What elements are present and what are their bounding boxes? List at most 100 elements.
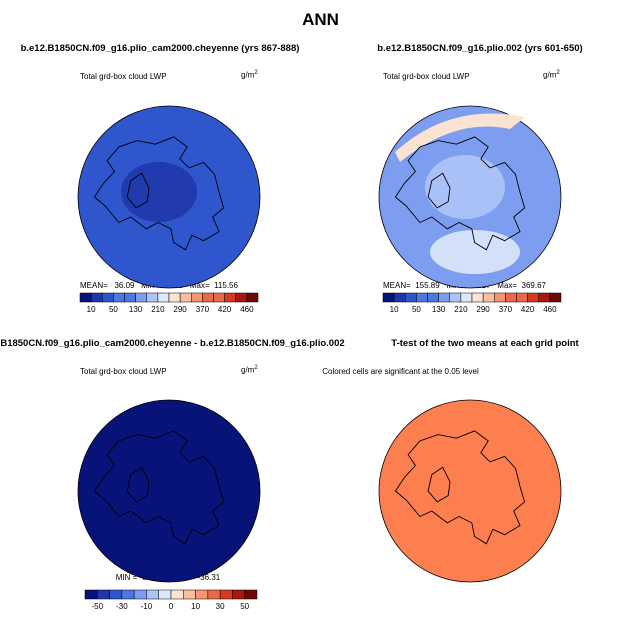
panel-2-title: b.e12.B1850CN.f09_g16.plio.002 (yrs 601-… [377, 43, 583, 54]
colorbar-panel-2: 10 50 130 210 290 370 420 460 [382, 292, 562, 314]
colorbar-panel-1-box [79, 292, 92, 303]
colorbar-panel-1-box [135, 292, 148, 303]
colorbar-panel-2-tick-label: 210 [454, 305, 468, 314]
colorbar-panel-3-box [84, 589, 98, 600]
colorbar-panel-1-tick-label: 420 [218, 305, 232, 314]
coastline-3 [93, 430, 225, 545]
colorbar-panel-1-tick-label: 290 [173, 305, 187, 314]
colorbar-panel-3-box [219, 589, 233, 600]
panel-3-variable: Total grd-box cloud LWP [80, 367, 167, 376]
colorbar-panel-1-box [191, 292, 203, 303]
coastline-1 [93, 136, 225, 251]
colorbar-panel-2-tick-label: 420 [521, 305, 535, 314]
greenland-outline-3 [126, 466, 150, 503]
colorbar-panel-3-tick-label: -10 [141, 602, 153, 611]
colorbar-panel-3-box [133, 589, 147, 600]
panel-1-title: b.e12.B1850CN.f09_g16.plio_cam2000.cheye… [20, 43, 300, 54]
colorbar-panel-3-box [183, 589, 196, 600]
colorbar-panel-1-box [213, 292, 225, 303]
map-panel-4 [378, 399, 562, 583]
colorbar-panel-1-box [179, 292, 192, 303]
panel-3-title: B1850CN.f09_g16.plio_cam2000.cheyenne - … [0, 338, 345, 349]
panel-4-variable: Colored cells are significant at the 0.0… [322, 367, 479, 376]
page-title: ANN [302, 10, 339, 29]
colorbar-panel-1-tick-label: 460 [240, 305, 254, 314]
colorbar-panel-3-box [232, 589, 245, 600]
colorbar-panel-2-box [494, 292, 506, 303]
colorbar-panel-2-tick-label: 460 [543, 305, 557, 314]
colorbar-panel-3-box [195, 589, 209, 600]
colorbar-panel-2-box [505, 292, 517, 303]
map-panel-2 [378, 105, 562, 289]
colorbar-panel-1-box [157, 292, 170, 303]
colorbar-panel-3-tick-label: 10 [191, 602, 200, 611]
colorbar-panel-2-box [427, 292, 439, 303]
colorbar-panel-1-box [168, 292, 181, 303]
colorbar-panel-2-tick-label: 130 [432, 305, 446, 314]
panel-3-units: g/m2 [241, 365, 258, 375]
colorbar-panel-3-box [146, 589, 159, 600]
colorbar-panel-1-box [102, 292, 114, 303]
map-disk-3 [77, 399, 261, 583]
colorbar-panel-1-tick-label: 370 [196, 305, 210, 314]
colorbar-panel-2-box [416, 292, 428, 303]
colorbar-panel-3-tick-label: 0 [169, 602, 174, 611]
colorbar-panel-1-tick-label: 50 [109, 305, 118, 314]
map-panel-3 [77, 399, 261, 583]
colorbar-panel-3: -50 -30 -10 0 10 30 50 [84, 589, 258, 611]
colorbar-panel-3-tick-label: -30 [116, 602, 128, 611]
colorbar-panel-1-box [146, 292, 159, 303]
colorbar-panel-1-tick-label: 210 [151, 305, 165, 314]
colorbar-panel-3-box [207, 589, 221, 600]
colorbar-panel-2-tick-label: 370 [499, 305, 513, 314]
colorbar-panel-1-tick-label: 130 [129, 305, 143, 314]
map-disk-4 [378, 399, 562, 583]
colorbar-panel-2-box [549, 292, 562, 303]
colorbar-panel-1-box [124, 292, 136, 303]
panel-2-units: g/m2 [543, 70, 560, 80]
colorbar-panel-1-box [246, 292, 259, 303]
colorbar-panel-2-tick-label: 10 [390, 305, 399, 314]
colorbar-panel-2-box [482, 292, 495, 303]
coastline-2 [394, 136, 526, 251]
colorbar-panel-3-box [244, 589, 258, 600]
colorbar-panel-3-box [158, 589, 172, 600]
coastline-4 [394, 430, 526, 545]
colorbar-panel-3-box [109, 589, 123, 600]
map-panel-1 [77, 105, 261, 289]
colorbar-panel-3-box [97, 589, 110, 600]
colorbar-panel-3-tick-label: 50 [240, 602, 249, 611]
panel-4-title: T-test of the two means at each grid poi… [391, 338, 579, 349]
colorbar-panel-2-box [438, 292, 451, 303]
colorbar-panel-2-box [460, 292, 473, 303]
colorbar-panel-1: 10 50 130 210 290 370 420 460 [79, 292, 259, 314]
greenland-outline-2 [427, 172, 451, 209]
greenland-outline-1 [126, 172, 150, 209]
colorbar-panel-3-box [121, 589, 135, 600]
colorbar-panel-2-box [527, 292, 540, 303]
colorbar-panel-1-box [113, 292, 125, 303]
colorbar-panel-1-box [235, 292, 248, 303]
colorbar-panel-1-tick-label: 10 [87, 305, 96, 314]
colorbar-panel-2-box [471, 292, 484, 303]
colorbar-panel-2-box [382, 292, 395, 303]
colorbar-panel-2-box [405, 292, 417, 303]
light-lwp-region [430, 230, 520, 274]
colorbar-panel-2-tick-label: 290 [476, 305, 490, 314]
colorbar-panel-2-box [449, 292, 462, 303]
panel-1-variable: Total grd-box cloud LWP [80, 72, 167, 81]
colorbar-panel-1-box [224, 292, 237, 303]
colorbar-panel-2-box [538, 292, 551, 303]
colorbar-panel-1-box [90, 292, 103, 303]
mid-lwp-region [425, 155, 505, 219]
colorbar-panel-2-box [516, 292, 528, 303]
panel-1-units: g/m2 [241, 70, 258, 80]
colorbar-panel-2-box [393, 292, 406, 303]
colorbar-panel-3-tick-label: -50 [92, 602, 104, 611]
colorbar-panel-3-box [170, 589, 184, 600]
colorbar-panel-3-tick-label: 30 [216, 602, 225, 611]
high-lwp-band [395, 113, 525, 162]
greenland-outline-4 [427, 466, 451, 503]
colorbar-panel-1-box [202, 292, 214, 303]
